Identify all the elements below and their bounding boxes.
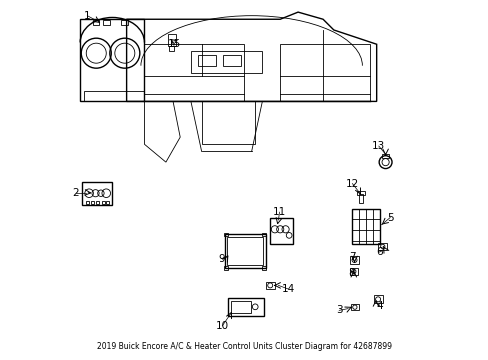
Bar (357, 191, 364, 195)
Bar (373, 296, 382, 303)
Text: 7: 7 (349, 252, 355, 262)
Bar (378, 243, 386, 249)
Bar (228, 298, 264, 316)
Bar (102, 202, 104, 204)
Bar (106, 202, 109, 204)
Bar (190, 51, 262, 73)
Bar (349, 256, 358, 264)
Bar (83, 91, 144, 102)
Bar (198, 55, 216, 66)
Bar (201, 102, 255, 144)
Bar (91, 202, 94, 204)
Bar (93, 20, 99, 24)
Bar (224, 234, 265, 267)
Text: 13: 13 (371, 141, 385, 151)
Bar (169, 46, 174, 51)
Text: 4: 4 (375, 301, 382, 311)
Bar (227, 237, 263, 265)
Bar (224, 233, 228, 237)
Bar (265, 282, 274, 289)
Text: 14: 14 (281, 284, 294, 294)
Text: 10: 10 (215, 321, 228, 331)
Text: 3: 3 (335, 305, 342, 315)
Bar (103, 20, 110, 24)
Text: 2019 Buick Encore A/C & Heater Control Units Cluster Diagram for 42687899: 2019 Buick Encore A/C & Heater Control U… (97, 342, 391, 351)
Bar (85, 202, 88, 204)
Bar (261, 233, 265, 237)
Text: 12: 12 (345, 179, 358, 189)
Bar (261, 266, 265, 270)
Bar (381, 154, 388, 158)
Text: 11: 11 (272, 207, 285, 217)
Bar (269, 217, 292, 244)
Bar (223, 55, 241, 66)
Text: 6: 6 (375, 247, 382, 257)
Bar (350, 304, 358, 310)
Bar (230, 301, 250, 313)
Text: 1: 1 (84, 11, 90, 21)
Bar (82, 182, 112, 205)
Bar (358, 194, 363, 203)
Text: 5: 5 (386, 212, 393, 222)
Bar (224, 266, 228, 270)
Text: 8: 8 (347, 268, 354, 278)
Bar (167, 33, 175, 46)
Bar (96, 202, 99, 204)
Text: 9: 9 (218, 253, 224, 264)
Text: 15: 15 (168, 39, 181, 49)
Bar (121, 20, 127, 24)
Text: 2: 2 (72, 188, 79, 198)
Bar (351, 208, 380, 244)
Bar (349, 268, 357, 275)
